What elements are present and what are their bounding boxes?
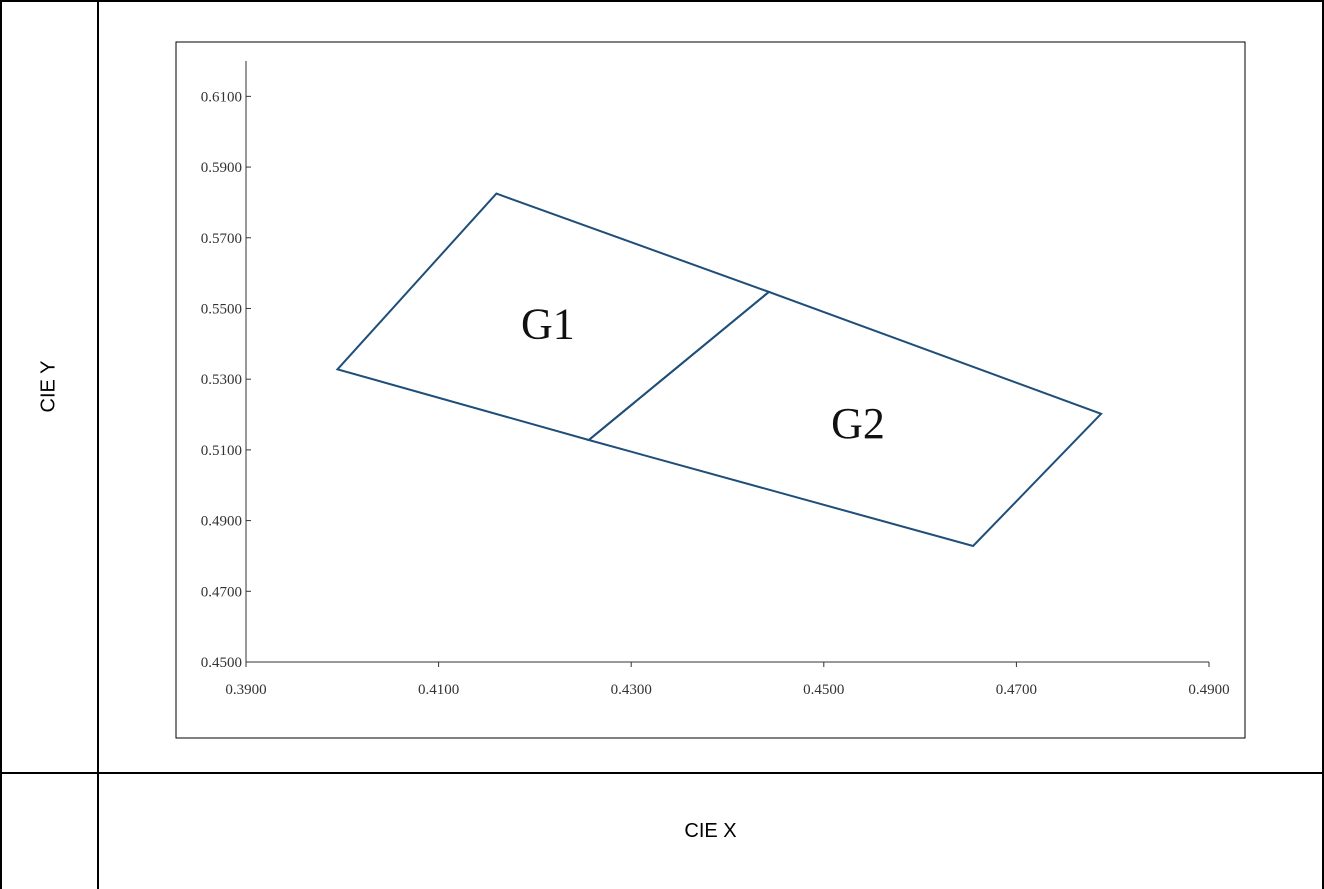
y-tick-label: 0.5900 bbox=[201, 160, 242, 176]
y-tick-label: 0.5500 bbox=[201, 301, 242, 317]
x-tick-label: 0.4100 bbox=[418, 682, 459, 698]
region-label-g1: G1 bbox=[521, 300, 575, 349]
chart-polygons: G1 G2 bbox=[335, 192, 1103, 548]
y-tick-label: 0.4500 bbox=[201, 655, 242, 671]
table-divider-horizontal bbox=[0, 772, 1324, 774]
y-tick-label: 0.6100 bbox=[201, 89, 242, 105]
region-label-g2: G2 bbox=[831, 399, 885, 448]
chart-tick-labels: 0.4500 0.4700 0.4900 0.5100 0.5300 0.5500 0.57… bbox=[201, 89, 1230, 698]
y-tick-label: 0.5100 bbox=[201, 443, 242, 459]
x-axis-label: CIE X bbox=[684, 820, 737, 842]
x-axis-label-cell: CIE X bbox=[99, 774, 1322, 889]
y-tick-label: 0.5300 bbox=[201, 372, 242, 388]
chart-frame bbox=[175, 41, 1246, 739]
y-tick-label: 0.5700 bbox=[201, 231, 242, 247]
region-g2 bbox=[586, 290, 1103, 548]
x-tick-label: 0.4900 bbox=[1188, 682, 1229, 698]
x-tick-label: 0.3900 bbox=[225, 682, 266, 698]
x-tick-label: 0.4700 bbox=[996, 682, 1037, 698]
x-tick-label: 0.4500 bbox=[803, 682, 844, 698]
y-tick-label: 0.4900 bbox=[201, 514, 242, 530]
chart-axes bbox=[245, 61, 1210, 667]
x-tick-label: 0.4300 bbox=[611, 682, 652, 698]
table-divider-vertical bbox=[97, 0, 99, 889]
y-tick-label: 0.4700 bbox=[201, 584, 242, 600]
